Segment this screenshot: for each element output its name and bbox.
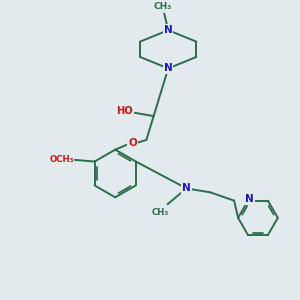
Text: OCH₃: OCH₃ xyxy=(49,155,74,164)
Text: N: N xyxy=(245,194,254,204)
Text: HO: HO xyxy=(116,106,133,116)
Text: CH₃: CH₃ xyxy=(151,208,169,217)
Text: CH₃: CH₃ xyxy=(153,2,171,11)
Text: N: N xyxy=(164,25,172,35)
Text: O: O xyxy=(128,138,137,148)
Text: N: N xyxy=(182,183,191,194)
Text: N: N xyxy=(164,63,172,74)
